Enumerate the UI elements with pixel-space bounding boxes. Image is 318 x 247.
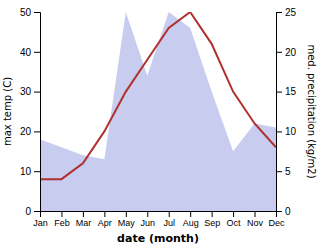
tick: 20 <box>276 47 297 58</box>
tick-label: Dec <box>268 218 285 228</box>
tick: 30 <box>20 86 40 97</box>
tick: Sep <box>204 211 220 228</box>
tick: Mar <box>76 211 92 228</box>
tick-label: Aug <box>183 218 199 228</box>
tick-label: 25 <box>285 7 297 18</box>
tick: Oct <box>227 211 242 228</box>
tick-mark <box>276 131 282 132</box>
tick: Jan <box>33 211 48 228</box>
tick-label: Jul <box>163 218 175 228</box>
tick-label: 0 <box>25 206 31 217</box>
y2-axis: 0 5 10 15 20 25 <box>276 7 297 217</box>
tick-mark <box>276 171 282 172</box>
tick: 25 <box>276 7 297 18</box>
tick-label: Jun <box>141 218 156 228</box>
tick-mark <box>34 171 40 172</box>
plot: JanFebMarAprMayJunJulAugSepOctNovDec0102… <box>20 7 297 229</box>
axis-line <box>277 13 283 212</box>
tick-label: 50 <box>20 7 32 18</box>
line <box>40 12 276 179</box>
tick-label: Jan <box>33 218 48 228</box>
tick-mark <box>276 211 282 212</box>
tick-label: 10 <box>285 126 297 137</box>
tick-mark <box>169 211 170 217</box>
tick-mark <box>255 211 256 217</box>
tick-label: Mar <box>76 218 92 228</box>
tick-label: 20 <box>20 126 32 137</box>
tick-label: 15 <box>285 86 297 97</box>
tick: May <box>118 211 136 228</box>
tick: Nov <box>247 211 264 228</box>
tick-mark <box>147 211 148 217</box>
tick-mark <box>190 211 191 217</box>
tick-mark <box>34 211 40 212</box>
tick-label: 0 <box>285 206 291 217</box>
tick: 40 <box>20 47 40 58</box>
tick-mark <box>83 211 84 217</box>
area <box>40 12 276 211</box>
tick-mark <box>34 12 40 13</box>
tick-label: 10 <box>20 166 32 177</box>
tick-label: 20 <box>285 47 297 58</box>
tick-label: Sep <box>204 218 220 228</box>
tick: Jun <box>141 211 156 228</box>
tick-mark <box>212 211 213 217</box>
tick: 10 <box>20 166 40 177</box>
x-axis: Jan Feb Mar Apr May Jun Jul Aug Sep Oct Nov Dec <box>33 211 285 228</box>
chart: JanFebMarAprMayJunJulAugSepOctNovDec0102… <box>0 0 318 247</box>
marks <box>40 12 276 211</box>
tick: 15 <box>276 86 297 97</box>
tick-mark <box>276 12 282 13</box>
tick-mark <box>104 211 105 217</box>
y-axis-title: max temp (C) <box>2 77 13 146</box>
tick: 0 <box>276 206 291 217</box>
tick-label: 30 <box>20 86 32 97</box>
tick: Aug <box>183 211 199 228</box>
tick-mark <box>34 52 40 53</box>
y-axis: 0 10 20 30 40 50 <box>20 7 41 217</box>
tick-label: Apr <box>98 218 112 228</box>
axis-line <box>41 211 277 212</box>
tick-mark <box>126 211 127 217</box>
tick-mark <box>34 131 40 132</box>
tick-label: Feb <box>54 218 70 228</box>
tick: Dec <box>268 211 285 228</box>
tick: 5 <box>276 166 291 177</box>
tick-mark <box>276 92 282 93</box>
tick-label: Nov <box>247 218 264 228</box>
tick-label: 40 <box>20 47 32 58</box>
tick: Feb <box>54 211 70 228</box>
tick-label: Oct <box>227 218 242 228</box>
tick-mark <box>276 52 282 53</box>
tick-label: May <box>118 218 136 228</box>
x-axis-title: date (month) <box>117 232 199 245</box>
tick-mark <box>34 92 40 93</box>
tick-mark <box>61 211 62 217</box>
tick: 50 <box>20 7 40 18</box>
tick-mark <box>233 211 234 217</box>
tick: 20 <box>20 126 40 137</box>
tick: 10 <box>276 126 297 137</box>
tick-label: 5 <box>285 166 291 177</box>
tick: Apr <box>98 211 112 228</box>
y2-axis-title: med. precipitation (kg/m2) <box>306 44 317 178</box>
tick: Jul <box>163 211 175 228</box>
tick: 0 <box>25 206 40 217</box>
axis-line <box>34 13 41 212</box>
